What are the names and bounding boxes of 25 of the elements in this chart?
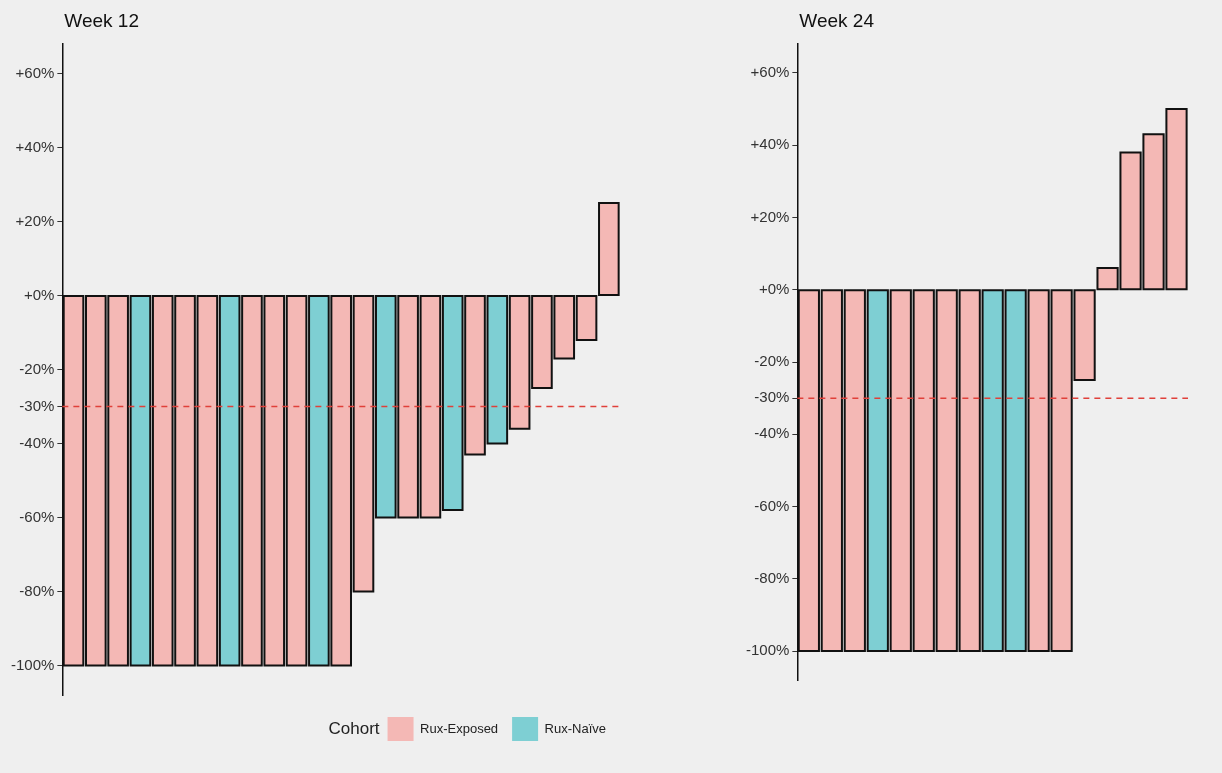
legend-label: Rux-Naïve — [544, 720, 607, 736]
legend-title: Cohort — [328, 718, 380, 738]
y-tick-label: -30% — [754, 388, 790, 406]
chart-title: Week 12 — [64, 10, 139, 32]
y-tick-label: -100% — [746, 641, 790, 659]
y-tick-label: -20% — [19, 359, 55, 377]
y-tick-label: -60% — [754, 496, 790, 514]
y-tick-label: -20% — [754, 352, 790, 370]
y-tick-label: +20% — [15, 211, 55, 229]
y-tick-label: -30% — [19, 396, 55, 414]
chart-title: Week 24 — [799, 10, 874, 32]
y-tick-label: -80% — [19, 581, 55, 599]
y-tick-label: +40% — [15, 137, 55, 155]
legend-label: Rux-Exposed — [420, 720, 499, 736]
y-tick-label: +60% — [15, 63, 55, 81]
y-tick-label: +0% — [758, 279, 790, 297]
y-tick-label: -60% — [19, 507, 55, 525]
y-tick-label: -80% — [754, 568, 790, 586]
y-tick-label: -100% — [11, 655, 55, 673]
y-tick-label: +20% — [750, 207, 790, 225]
y-tick-label: +40% — [750, 135, 790, 153]
y-tick-label: +0% — [23, 285, 55, 303]
y-tick-label: -40% — [754, 424, 790, 442]
y-tick-label: +60% — [750, 63, 790, 81]
y-tick-label: -40% — [19, 433, 55, 451]
